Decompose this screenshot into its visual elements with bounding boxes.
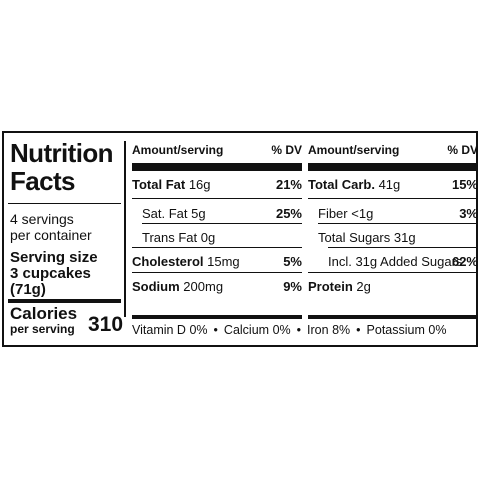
divider xyxy=(8,203,121,204)
servings-line-2: per container xyxy=(10,227,92,243)
column-bottom-rule xyxy=(308,315,478,319)
title-line-1: Nutrition xyxy=(10,138,114,168)
row-divider xyxy=(328,247,478,248)
nutrient-column-a: Amount/serving % DV Total Fat 16g 21% Sat.… xyxy=(132,133,302,319)
nutrient-row: Cholesterol 15mg 5% xyxy=(132,251,302,273)
servings-per-container: 4 servings per container xyxy=(10,211,92,243)
header-dv: % DV xyxy=(271,143,302,157)
nutrient-name: Potassium xyxy=(366,323,425,337)
column-header: Amount/serving % DV xyxy=(132,143,302,157)
nutrient-value: 0% xyxy=(428,323,447,337)
calcium: Calcium 0% xyxy=(224,323,291,337)
nutrient-name: Sodium xyxy=(132,279,180,294)
label-left-panel: Nutrition Facts 4 servings per container… xyxy=(4,133,124,345)
nutrient-name: Total Carb. xyxy=(308,177,375,192)
serving-size-value: 3 cupcakes (71g) xyxy=(10,265,91,298)
bullet: • xyxy=(356,323,361,337)
nutrient-amount: 15mg xyxy=(207,254,240,269)
row-divider xyxy=(318,223,478,224)
nutrient-name: Trans Fat xyxy=(142,230,198,245)
nutrient-row: Total Fat 16g 21% xyxy=(132,174,302,196)
nutrient-row: Fiber <1g 3% xyxy=(308,203,478,225)
title-line-2: Facts xyxy=(10,166,76,196)
vitamins-minerals: Vitamin D 0% • Calcium 0% • Iron 8% • Potassiu… xyxy=(132,322,477,338)
nutrient-amount: 16g xyxy=(188,177,211,192)
nutrient-name: Calcium xyxy=(223,323,270,337)
header-rule xyxy=(308,163,478,171)
nutrient-name: Total Sugars xyxy=(318,230,391,245)
nutrient-name: Cholesterol xyxy=(132,254,204,269)
nutrient-row: Protein 2g xyxy=(308,276,478,298)
label-title: Nutrition Facts xyxy=(10,138,114,196)
calories-value: 310 xyxy=(88,313,124,336)
row-divider xyxy=(132,198,302,199)
column-bottom-rule xyxy=(132,315,302,319)
header-amount: Amount/serving xyxy=(132,143,224,157)
nutrient-dv: 21% xyxy=(275,177,302,192)
potassium: Potassium 0% xyxy=(367,323,447,337)
header-amount: Amount/serving xyxy=(308,143,400,157)
serving-size: Serving size 3 cupcakes (71g) xyxy=(10,250,124,298)
calories-label: Calories xyxy=(10,304,78,323)
nutrient-amount: 31g xyxy=(393,230,416,245)
row-divider xyxy=(132,272,302,273)
nutrient-name: Vitamin D xyxy=(132,323,186,337)
row-divider xyxy=(308,198,478,199)
nutrient-dv: 62% xyxy=(451,254,478,269)
nutrient-dv: 3% xyxy=(459,206,478,221)
nutrient-amount: 0g xyxy=(200,230,216,245)
nutrient-value: 0% xyxy=(272,323,291,337)
nutrient-amount: 5g xyxy=(191,206,206,221)
servings-line-1: 4 servings xyxy=(10,211,74,227)
vertical-divider xyxy=(124,141,126,317)
nutrient-dv: 5% xyxy=(283,254,302,269)
nutrient-name: Iron xyxy=(307,323,329,337)
nutrient-dv: 9% xyxy=(283,279,302,294)
nutrient-row: Sat. Fat 5g 25% xyxy=(132,203,302,225)
nutrient-amount: <1g xyxy=(351,206,374,221)
header-rule xyxy=(132,163,302,171)
nutrient-row: Total Sugars 31g xyxy=(308,227,478,249)
nutrient-name: Sat. Fat xyxy=(142,206,188,221)
nutrient-name: Incl. 31g Added Sugars xyxy=(328,254,463,269)
nutrient-amount: 41g xyxy=(378,177,401,192)
row-divider xyxy=(132,247,302,248)
nutrition-facts-label: Nutrition Facts 4 servings per container… xyxy=(2,131,478,347)
header-dv: % DV xyxy=(447,143,478,157)
row-divider xyxy=(142,223,302,224)
nutrient-row: Sodium 200mg 9% xyxy=(132,276,302,298)
serving-size-label: Serving size xyxy=(10,249,98,266)
nutrient-row: Trans Fat 0g xyxy=(132,227,302,249)
nutrient-amount: 2g xyxy=(356,279,371,294)
nutrient-value: 8% xyxy=(332,323,351,337)
calories-bar xyxy=(8,299,121,303)
column-header: Amount/serving % DV xyxy=(308,143,478,157)
iron: Iron 8% xyxy=(307,323,350,337)
nutrient-row: Incl. 31g Added Sugars 62% xyxy=(308,251,478,273)
nutrient-name: Fiber xyxy=(318,206,348,221)
nutrient-row: Total Carb. 41g 15% xyxy=(308,174,478,196)
vitamin-d: Vitamin D 0% xyxy=(132,323,208,337)
calories-sub: per serving xyxy=(10,322,75,336)
nutrient-name: Total Fat xyxy=(132,177,186,192)
nutrient-amount: 200mg xyxy=(183,279,224,294)
bullet: • xyxy=(213,323,218,337)
row-divider xyxy=(308,272,478,273)
nutrient-value: 0% xyxy=(189,323,208,337)
bullet: • xyxy=(296,323,302,337)
nutrient-dv: 15% xyxy=(451,177,478,192)
nutrient-column-b: Amount/serving % DV Total Carb. 41g 15% Fi… xyxy=(308,133,478,319)
nutrient-dv: 25% xyxy=(275,206,302,221)
nutrient-name: Protein xyxy=(308,279,353,294)
